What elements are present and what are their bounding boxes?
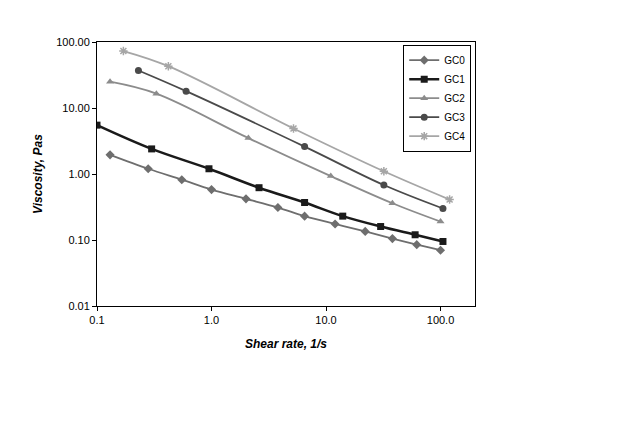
svg-text:0.01: 0.01 (68, 300, 89, 312)
svg-text:GC1: GC1 (444, 74, 465, 85)
svg-text:GC0: GC0 (444, 55, 465, 66)
svg-text:GC3: GC3 (444, 112, 465, 123)
svg-text:0.1: 0.1 (89, 314, 104, 326)
svg-text:1.0: 1.0 (204, 314, 219, 326)
svg-text:1.00: 1.00 (68, 168, 89, 180)
svg-text:GC4: GC4 (444, 131, 465, 142)
svg-text:100.00: 100.00 (56, 36, 90, 48)
svg-text:Viscosity, Pas: Viscosity, Pas (31, 134, 45, 214)
svg-text:100.0: 100.0 (427, 314, 455, 326)
svg-text:0.10: 0.10 (68, 234, 89, 246)
svg-text:GC2: GC2 (444, 93, 465, 104)
svg-text:10.0: 10.0 (315, 314, 336, 326)
svg-text:Shear rate, 1/s: Shear rate, 1/s (245, 337, 327, 351)
svg-text:10.00: 10.00 (62, 102, 90, 114)
